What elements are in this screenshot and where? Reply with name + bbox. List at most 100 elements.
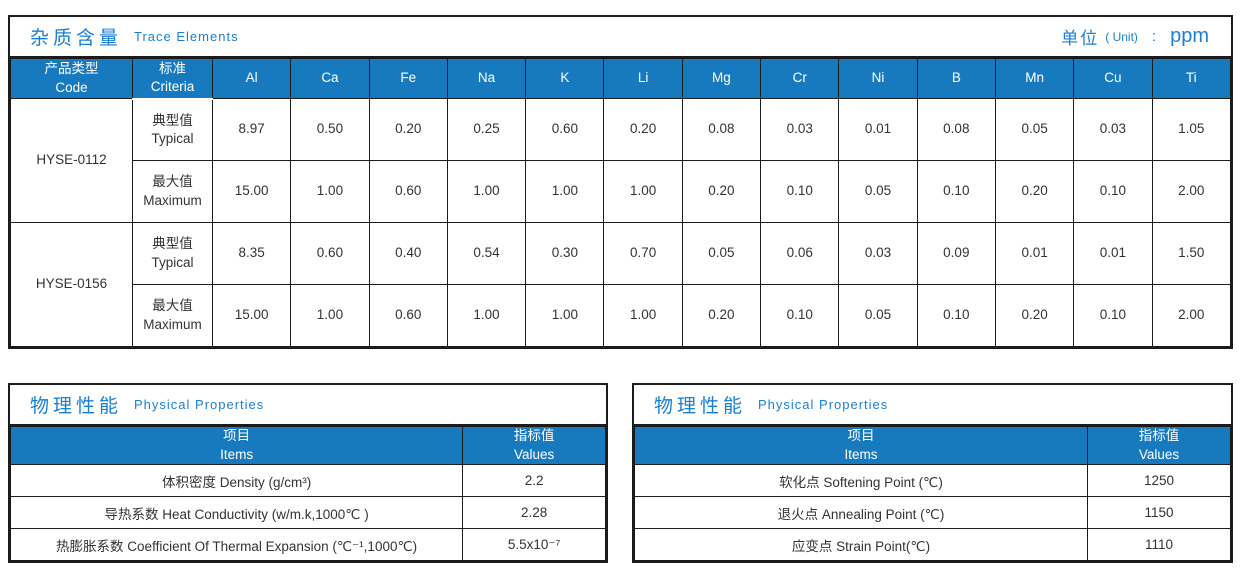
physical-properties-panel-right: 物理性能 Physical Properties 项目 Items 指标值 Va…: [632, 383, 1233, 563]
trace-value-cell: 0.08: [916, 98, 996, 161]
values-header-en: Values: [513, 446, 555, 462]
values-header-zh: 指标值: [1138, 428, 1180, 444]
trace-value-cell: 0.20: [603, 98, 683, 161]
physical-properties-table: 项目 Items 指标值 Values 软化点 Softening Point …: [634, 426, 1232, 561]
trace-value-cell: 0.70: [603, 222, 683, 285]
product-code-cell: HYSE-0112: [10, 98, 133, 223]
trace-value-cell: 0.01: [838, 98, 918, 161]
trace-elements-title-bar: 杂质含量 Trace Elements 单位 ( Unit) : ppm: [10, 17, 1231, 58]
phys-title-zh: 物理性能: [654, 396, 747, 417]
trace-value-cell: 1.00: [290, 160, 370, 223]
trace-title-en: Trace Elements: [134, 29, 239, 44]
element-header: Cu: [1073, 58, 1153, 99]
phys-title-zh: 物理性能: [30, 396, 123, 417]
trace-value-cell: 1.00: [603, 160, 683, 223]
phys-header-row: 项目 Items 指标值 Values: [9, 426, 606, 465]
trace-value-cell: 0.40: [368, 222, 448, 285]
value-cell: 5.5x10⁻⁷: [462, 528, 606, 561]
trace-value-cell: 0.03: [760, 98, 840, 161]
trace-value-cell: 1.00: [525, 284, 605, 347]
trace-value-cell: 0.50: [290, 98, 370, 161]
unit-label-en: ( Unit): [1105, 29, 1138, 44]
element-header: K: [525, 58, 605, 99]
trace-value-cell: 2.00: [1151, 160, 1232, 223]
criteria-zh: 最大值: [152, 298, 193, 314]
element-header: Ti: [1151, 58, 1232, 99]
table-row: 应变点 Strain Point(℃) 1110: [634, 528, 1232, 561]
criteria-en: Maximum: [143, 316, 202, 332]
col-header-criteria: 标准 Criteria: [132, 58, 213, 100]
values-header-en: Values: [1138, 446, 1180, 462]
trace-value-cell: 0.05: [994, 98, 1075, 161]
trace-value-cell: 0.10: [916, 160, 996, 223]
trace-value-cell: 0.05: [681, 222, 762, 285]
criteria-en: Typical: [151, 130, 194, 146]
values-header: 指标值 Values: [1086, 426, 1232, 465]
unit-group: 单位 ( Unit) : ppm: [1061, 24, 1209, 49]
trace-value-cell: 0.10: [1073, 284, 1153, 347]
trace-value-cell: 0.60: [290, 222, 370, 285]
table-row: 软化点 Softening Point (℃) 1250: [634, 464, 1232, 497]
table-row: 导热系数 Heat Conductivity (w/m.k,1000℃ ) 2.…: [9, 496, 606, 529]
items-header-en: Items: [844, 446, 878, 462]
element-header: Li: [603, 58, 683, 99]
value-cell: 1110: [1086, 528, 1232, 561]
trace-value-cell: 0.01: [1073, 222, 1153, 285]
trace-value-cell: 0.20: [994, 160, 1075, 223]
table-row: 体积密度 Density (g/cm³) 2.2: [9, 464, 606, 497]
trace-value-cell: 0.60: [525, 98, 605, 161]
product-code-cell: HYSE-0156: [10, 222, 133, 347]
element-header: Fe: [368, 58, 448, 99]
trace-value-cell: 0.20: [681, 284, 762, 347]
criteria-cell: 典型值 Typical: [132, 222, 213, 285]
table-row: 最大值 Maximum 15.00 1.00 0.60 1.00 1.00 1.…: [11, 284, 1232, 347]
physical-title-bar: 物理性能 Physical Properties: [10, 385, 606, 426]
value-cell: 1150: [1086, 496, 1232, 529]
col-header-criteria-en: Criteria: [150, 79, 195, 95]
values-header: 指标值 Values: [462, 426, 606, 465]
trace-value-cell: 8.97: [211, 98, 292, 161]
trace-value-cell: 0.20: [994, 284, 1075, 347]
trace-value-cell: 2.00: [1151, 284, 1232, 347]
criteria-zh: 典型值: [152, 236, 193, 252]
items-header-en: Items: [220, 446, 254, 462]
value-cell: 2.2: [462, 464, 606, 497]
element-header: Mg: [681, 58, 762, 99]
criteria-en: Maximum: [143, 192, 202, 208]
table-row: HYSE-0112 典型值 Typical 8.97 0.50 0.20 0.2…: [10, 98, 1232, 223]
trace-value-cell: 0.10: [760, 284, 840, 347]
trace-value-cell: 0.05: [838, 160, 918, 223]
phys-header-row: 项目 Items 指标值 Values: [634, 426, 1232, 465]
criteria-zh: 最大值: [152, 174, 193, 190]
phys-title-en: Physical Properties: [758, 397, 889, 412]
element-header: Al: [211, 58, 292, 99]
trace-value-cell: 0.20: [681, 160, 762, 223]
trace-value-cell: 8.35: [211, 222, 292, 285]
trace-value-cell: 0.25: [446, 98, 527, 161]
item-cell: 软化点 Softening Point (℃): [634, 464, 1088, 497]
trace-value-cell: 1.50: [1151, 222, 1232, 285]
table-row: 最大值 Maximum 15.00 1.00 0.60 1.00 1.00 1.…: [11, 160, 1232, 223]
item-cell: 应变点 Strain Point(℃): [634, 528, 1088, 561]
value-cell: 2.28: [462, 496, 606, 529]
trace-value-cell: 0.30: [525, 222, 605, 285]
trace-value-cell: 1.05: [1151, 98, 1232, 161]
trace-value-cell: 15.00: [211, 160, 292, 223]
criteria-cell: 最大值 Maximum: [132, 284, 213, 347]
item-cell: 退火点 Annealing Point (℃): [634, 496, 1088, 529]
items-header: 项目 Items: [634, 426, 1088, 465]
element-header: B: [916, 58, 996, 99]
trace-value-cell: 0.10: [760, 160, 840, 223]
trace-value-cell: 0.20: [368, 98, 448, 161]
element-header: Ni: [838, 58, 918, 99]
physical-properties-table: 项目 Items 指标值 Values 体积密度 Density (g/cm³)…: [9, 426, 606, 561]
phys-title-en: Physical Properties: [134, 397, 265, 412]
trace-value-cell: 0.10: [1073, 160, 1153, 223]
col-header-code: 产品类型 Code: [10, 58, 133, 99]
element-header: Mn: [994, 58, 1075, 99]
trace-value-cell: 0.09: [916, 222, 996, 285]
items-header: 项目 Items: [9, 426, 464, 465]
col-header-code-en: Code: [55, 79, 88, 95]
trace-elements-panel: 杂质含量 Trace Elements 单位 ( Unit) : ppm 产品类…: [8, 15, 1233, 349]
trace-value-cell: 0.54: [446, 222, 527, 285]
